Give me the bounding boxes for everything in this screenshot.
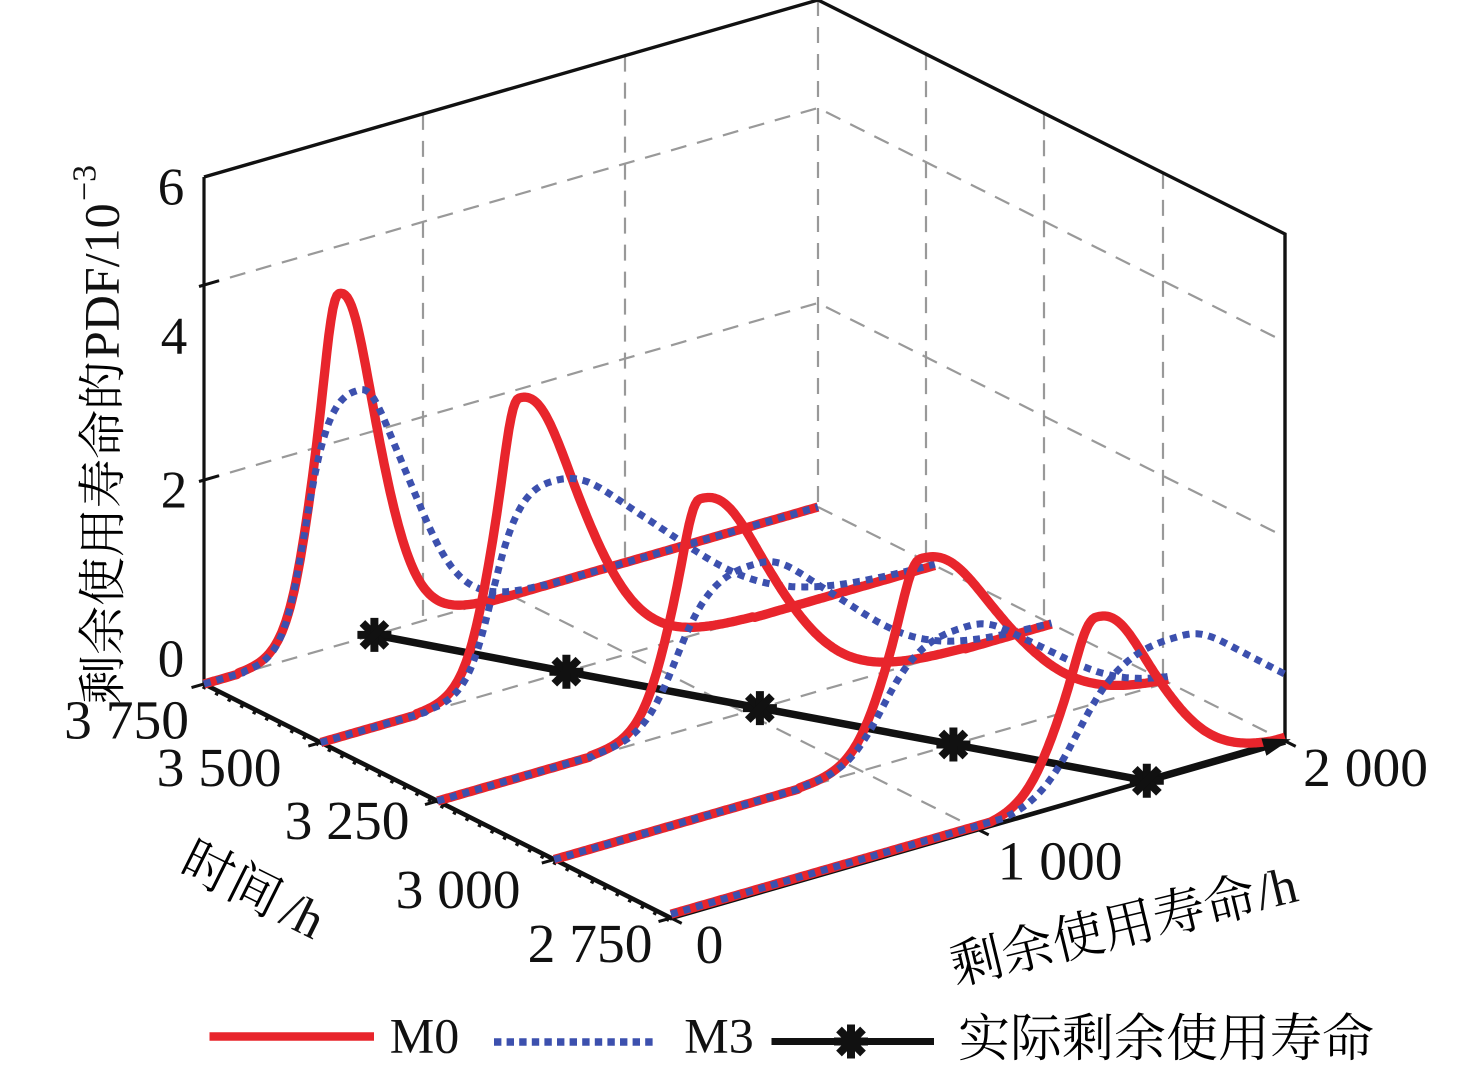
svg-text:M3: M3 [684, 1008, 753, 1064]
svg-text:−3: −3 [67, 165, 104, 201]
svg-text:6: 6 [158, 159, 185, 217]
svg-text:3 750: 3 750 [64, 690, 189, 751]
svg-text:M0: M0 [390, 1008, 459, 1064]
svg-text:/h: /h [1250, 857, 1303, 922]
svg-text:PDF/10: PDF/10 [74, 203, 130, 359]
svg-text:3 500: 3 500 [157, 738, 282, 799]
svg-text:4: 4 [161, 308, 188, 366]
svg-text:3 000: 3 000 [396, 860, 521, 921]
svg-text:/h: /h [272, 882, 334, 951]
svg-text:0: 0 [696, 915, 724, 976]
svg-text:0: 0 [158, 631, 185, 689]
svg-text:2: 2 [161, 462, 188, 520]
svg-text:2 750: 2 750 [528, 914, 653, 975]
svg-text:2 000: 2 000 [1303, 738, 1428, 799]
svg-text:3 250: 3 250 [285, 791, 410, 852]
svg-text:1 000: 1 000 [998, 831, 1123, 892]
